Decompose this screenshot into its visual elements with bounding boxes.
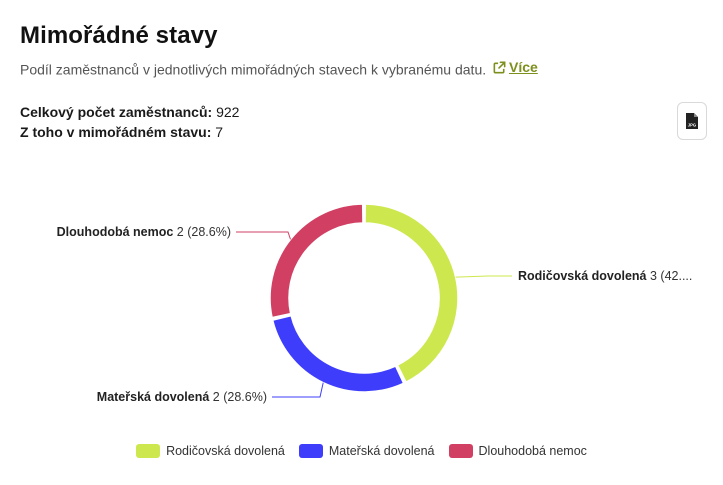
slice-label-name: Mateřská dovolená xyxy=(97,390,213,404)
legend-label: Mateřská dovolená xyxy=(328,444,435,458)
donut-slice[interactable] xyxy=(269,203,364,319)
more-link[interactable]: Více xyxy=(492,59,538,75)
donut-slice[interactable] xyxy=(271,314,405,393)
legend-item[interactable]: Rodičovská dovolená xyxy=(136,444,285,458)
total-employees-value: 922 xyxy=(216,104,240,120)
label-connector xyxy=(455,275,512,278)
total-employees: Celkový počet zaměstnanců: 922 xyxy=(20,102,239,122)
jpg-file-icon: JPG xyxy=(686,113,698,129)
page-title: Mimořádné stavy xyxy=(20,22,218,49)
slice-label-name: Dlouhodobá nemoc xyxy=(57,225,177,239)
legend-swatch xyxy=(448,444,473,458)
slice-label-value: 3 (42.... xyxy=(650,269,692,283)
slice-label: Mateřská dovolená 2 (28.6%) xyxy=(97,390,267,404)
export-jpg-button[interactable]: JPG xyxy=(677,102,707,140)
legend-item[interactable]: Mateřská dovolená xyxy=(298,444,435,458)
legend-item[interactable]: Dlouhodobá nemoc xyxy=(448,444,587,458)
legend-swatch xyxy=(298,444,323,458)
jpg-icon-label: JPG xyxy=(688,123,696,128)
slice-label-name: Rodičovská dovolená xyxy=(518,269,650,283)
page-subtitle: Podíl zaměstnanců v jednotlivých mimořád… xyxy=(20,59,538,78)
donut-chart: Rodičovská dovolená 3 (42.... Mateřská do… xyxy=(57,203,692,404)
special-state-employees: Z toho v mimořádném stavu: 7 xyxy=(20,122,239,142)
legend-swatch xyxy=(136,444,161,458)
special-state-value: 7 xyxy=(215,124,224,140)
label-connector xyxy=(272,382,324,398)
slice-label: Rodičovská dovolená 3 (42.... xyxy=(518,269,692,283)
special-state-label: Z toho v mimořádném stavu: xyxy=(20,124,212,140)
total-employees-label: Celkový počet zaměstnanců: xyxy=(20,104,213,120)
slice-label: Dlouhodobá nemoc 2 (28.6%) xyxy=(57,225,231,239)
subtitle-text: Podíl zaměstnanců v jednotlivých mimořád… xyxy=(20,61,487,78)
label-connector xyxy=(236,231,291,240)
legend-label: Rodičovská dovolená xyxy=(166,444,285,458)
external-link-icon xyxy=(493,61,506,73)
slice-label-value: 2 (28.6%) xyxy=(213,390,267,404)
slice-label-value: 2 (28.6%) xyxy=(177,225,231,239)
more-link-label: Více xyxy=(509,59,538,75)
donut-slice[interactable] xyxy=(364,203,459,384)
legend-label: Dlouhodobá nemoc xyxy=(478,444,587,458)
stats-summary: Celkový počet zaměstnanců: 922 Z toho v … xyxy=(20,102,239,142)
chart-legend: Rodičovská dovolená Mateřská dovolená Dlou… xyxy=(0,444,723,458)
